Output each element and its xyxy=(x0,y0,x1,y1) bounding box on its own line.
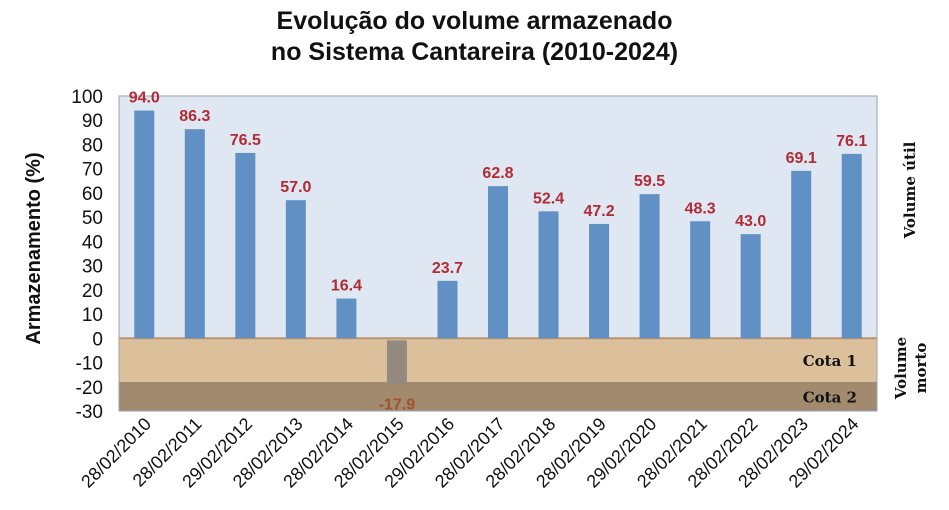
value-label: 52.4 xyxy=(533,190,564,207)
value-label: 76.5 xyxy=(230,132,261,149)
y-tick-label: 0 xyxy=(92,329,103,350)
bar xyxy=(134,110,155,339)
side-label-volume-morto-2: morto xyxy=(912,343,930,394)
bar xyxy=(690,221,711,339)
bar xyxy=(639,194,660,339)
value-label: 62.8 xyxy=(482,165,513,182)
value-label: 69.1 xyxy=(786,150,817,167)
chart-title-line2: no Sistema Cantareira (2010-2024) xyxy=(270,38,679,66)
y-tick-label: 100 xyxy=(71,87,103,108)
value-label: 43.0 xyxy=(735,213,766,230)
band-1 xyxy=(119,338,877,382)
y-tick-label: -20 xyxy=(76,378,103,399)
bar xyxy=(488,186,508,339)
bar xyxy=(437,280,458,339)
y-tick-label: 60 xyxy=(82,184,103,205)
value-label: -17.9 xyxy=(379,397,416,414)
bar xyxy=(740,234,761,339)
bar xyxy=(791,170,812,339)
y-tick-label: 90 xyxy=(82,111,103,132)
value-label: 48.3 xyxy=(685,200,716,217)
bar xyxy=(589,223,610,339)
band-label: Cota 1 xyxy=(803,352,857,370)
value-label: 16.4 xyxy=(331,278,362,295)
chart-title: Evolução do volume armazenado no Sistema… xyxy=(0,6,949,68)
value-label: 47.2 xyxy=(583,203,614,220)
bar xyxy=(336,298,357,339)
value-label: 57.0 xyxy=(280,179,311,196)
value-label: 23.7 xyxy=(432,260,463,277)
y-tick-label: 20 xyxy=(82,281,103,302)
value-label: 94.0 xyxy=(129,90,160,107)
bar xyxy=(841,153,862,339)
bar xyxy=(285,200,306,339)
side-label-volume-morto-1: Volume xyxy=(892,337,910,400)
y-tick-label: 80 xyxy=(82,135,103,156)
y-tick-label: -10 xyxy=(76,354,103,375)
band-label: Cota 2 xyxy=(803,388,857,406)
y-tick-label: -30 xyxy=(76,402,103,423)
y-tick-label: 50 xyxy=(82,208,103,229)
y-tick-label: 10 xyxy=(82,305,103,326)
chart-title-line1: Evolução do volume armazenado xyxy=(276,7,673,35)
bar xyxy=(386,340,407,384)
bar xyxy=(235,152,256,339)
bar xyxy=(184,129,205,339)
value-label: 59.5 xyxy=(634,173,665,190)
y-axis-label: Armazenamento (%) xyxy=(23,152,45,344)
side-label-volume-util: Volume útil xyxy=(901,141,919,239)
band-2 xyxy=(119,381,877,411)
plot-border xyxy=(118,95,878,412)
bar xyxy=(538,211,559,339)
y-tick-label: 40 xyxy=(82,232,103,253)
y-tick-label: 30 xyxy=(82,257,103,278)
value-label: 76.1 xyxy=(836,133,867,150)
value-label: 86.3 xyxy=(179,108,210,125)
y-tick-label: 70 xyxy=(82,160,103,181)
